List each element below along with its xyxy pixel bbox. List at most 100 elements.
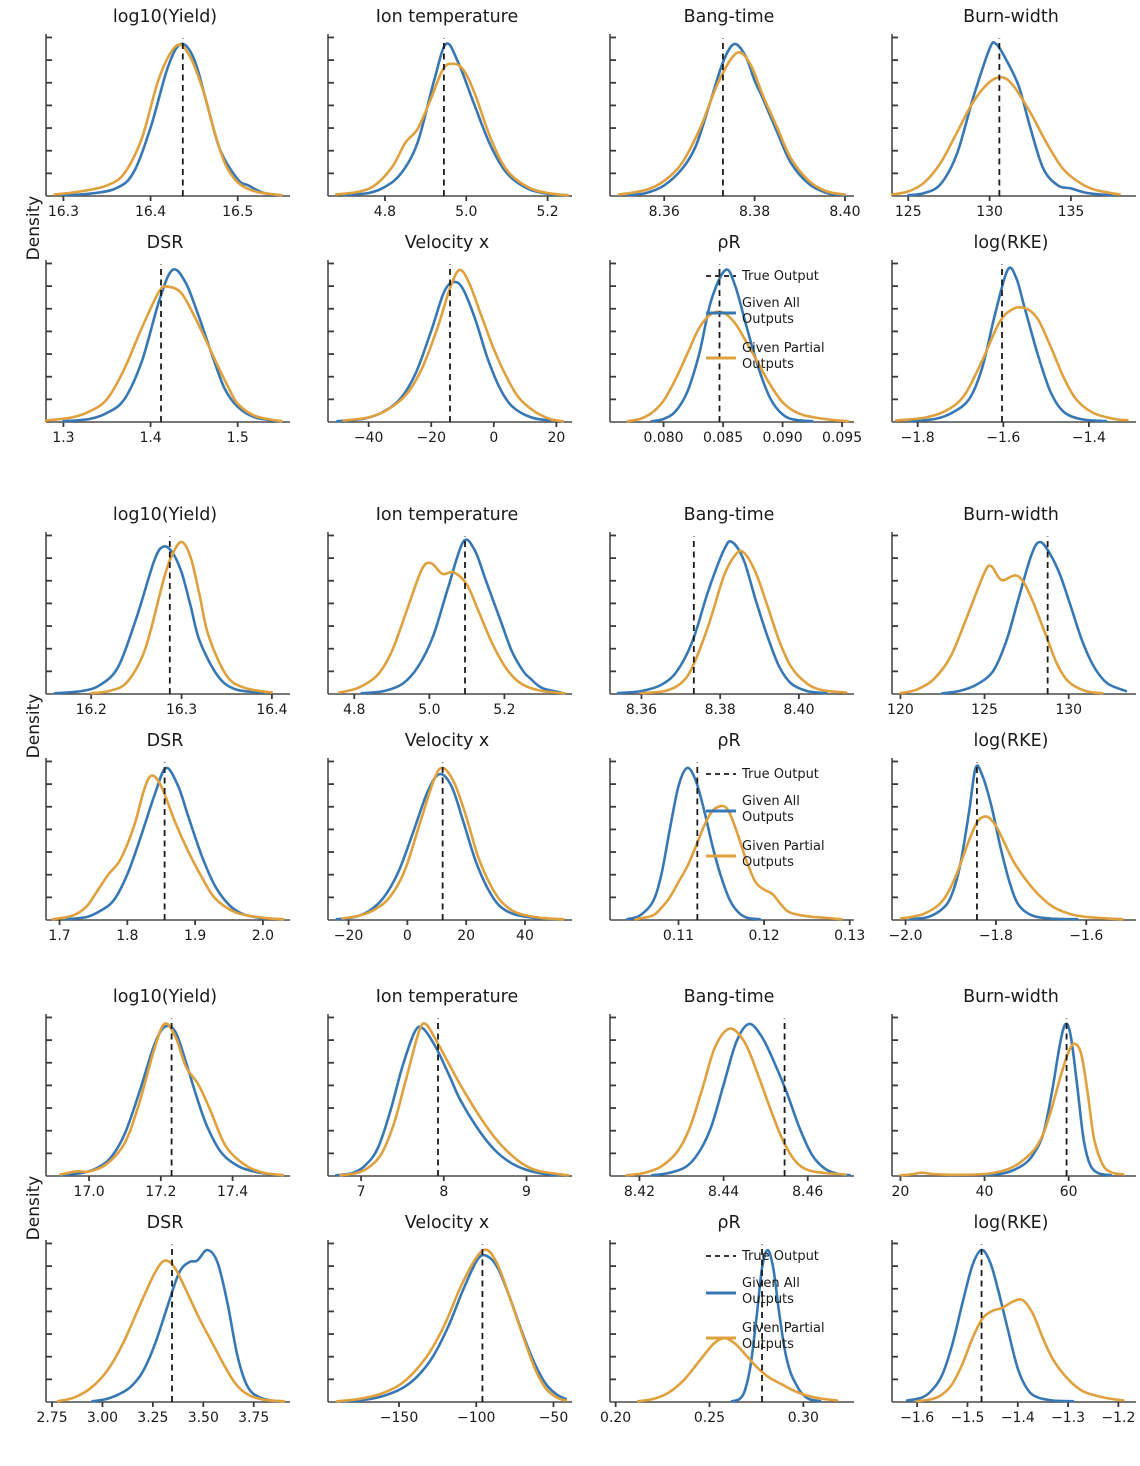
panel-title-log-rke: log(RKE) [973, 233, 1049, 253]
x-tick-label: 17.0 [73, 1184, 104, 1200]
panel-row-2: DSR 1.3 1.4 1.5 Velocity x −40 −20 0 20 ρR 0.080 0.… [36, 232, 1140, 450]
x-tick-label: 0.090 [763, 430, 803, 446]
x-tick-label: 8.40 [783, 702, 814, 718]
legend-label: True Output [741, 269, 819, 284]
x-tick-label: 2.75 [36, 1410, 67, 1426]
density-plot-velocity-x: −40 −20 0 20 [327, 260, 572, 446]
x-tick-label: 5.2 [536, 204, 558, 220]
x-tick-label: 2.0 [252, 928, 274, 944]
x-tick-label: 5.0 [418, 702, 440, 718]
y-axis-label-density: Density [24, 693, 44, 759]
panel-title-burn-width: Burn-width [963, 7, 1059, 27]
x-tick-label: 16.5 [222, 204, 253, 220]
x-tick-label: 1.3 [52, 430, 74, 446]
density-plot-log-rke: −1.8 −1.6 −1.4 [891, 260, 1136, 446]
x-tick-label: 0 [403, 928, 412, 944]
kde-curve-given-all-outputs [343, 42, 570, 197]
x-tick-label: 125 [971, 702, 998, 718]
kde-curve-given-partial-outputs [636, 1336, 839, 1403]
x-tick-label: 17.2 [145, 1184, 176, 1200]
panel-row-2: DSR 2.75 3.00 3.25 3.50 3.75 Velocity x −150 −10… [36, 1212, 1140, 1430]
kde-curve-given-partial-outputs [625, 1027, 847, 1177]
x-tick-label: 60 [1060, 1184, 1078, 1200]
x-tick-label: 0.080 [644, 430, 684, 446]
kde-curve-given-all-outputs [907, 40, 1113, 197]
legend-label: Given All [742, 1276, 800, 1291]
x-tick-label: 0.12 [749, 928, 780, 944]
panel-rho-r: ρR 0.20 0.25 0.30 True Output Given All Output… [600, 1212, 858, 1430]
x-tick-label: −20 [416, 430, 446, 446]
x-tick-label: 1.5 [227, 430, 249, 446]
panel-ion-temperature: Ion temperature 7 8 9 [318, 986, 576, 1204]
kde-curve-given-all-outputs [335, 1025, 561, 1177]
legend-label: Outputs [742, 1292, 794, 1307]
kde-curve-given-all-outputs [730, 1248, 822, 1403]
panel-bang-time: Bang-time 8.42 8.44 8.46 [600, 986, 858, 1204]
panel-title-burn-width: Burn-width [963, 987, 1059, 1007]
x-tick-label: 8.36 [649, 204, 680, 220]
panel-title-velocity-x: Velocity x [404, 731, 490, 751]
panel-dsr: DSR 1.7 1.8 1.9 2.0 [36, 730, 294, 948]
panel-rho-r: ρR 0.080 0.085 0.090 0.095 True Output Given A… [600, 232, 862, 450]
panel-velocity-x: Velocity x −20 0 20 40 [318, 730, 576, 948]
density-plot-ion-temperature: 4.8 5.0 5.2 [327, 34, 572, 220]
kde-curve-given-partial-outputs [342, 268, 564, 423]
legend-label: Given Partial [742, 839, 825, 854]
figure-group-3: Density log10(Yield) 17.0 17.2 17.4 Ion tempe… [0, 986, 1140, 1430]
density-plot-bang-time: 8.36 8.38 8.40 [609, 34, 861, 220]
panel-burn-width: Burn-width 120 125 130 [882, 504, 1140, 722]
kde-curve-given-partial-outputs [626, 310, 850, 423]
density-plot-log-rke: −2.0 −1.8 −1.6 [889, 758, 1136, 944]
panel-title-ion-temperature: Ion temperature [375, 987, 519, 1007]
x-tick-label: 20 [891, 1184, 909, 1200]
panel-log-rke: log(RKE) −1.8 −1.6 −1.4 [882, 232, 1140, 450]
x-tick-label: −1.3 [1051, 1410, 1085, 1426]
y-axis-label-density: Density [24, 1175, 44, 1241]
panel-title-ion-temperature: Ion temperature [375, 505, 519, 525]
panel-burn-width: Burn-width 20 40 60 [882, 986, 1140, 1204]
kde-curve-given-partial-outputs [617, 51, 847, 196]
x-tick-label: −1.8 [901, 430, 935, 446]
density-plot-log-rke: −1.6 −1.5 −1.4 −1.3 −1.2 [891, 1240, 1136, 1426]
density-plot-log10-yield: 16.3 16.4 16.5 [45, 34, 290, 220]
x-tick-label: 3.25 [137, 1410, 168, 1426]
x-tick-label: 8.40 [829, 204, 860, 220]
density-plot-burn-width: 120 125 130 [887, 532, 1136, 718]
x-tick-label: 20 [457, 928, 475, 944]
kde-curve-given-all-outputs [650, 1022, 852, 1177]
kde-curve-given-all-outputs [336, 280, 552, 423]
x-tick-label: 16.2 [76, 702, 107, 718]
x-tick-label: 40 [976, 1184, 994, 1200]
kde-curve-given-partial-outputs [334, 62, 570, 197]
x-tick-label: 0.30 [788, 1410, 819, 1426]
panel-title-dsr: DSR [146, 731, 184, 751]
x-tick-label: 16.3 [166, 702, 197, 718]
x-tick-label: −100 [457, 1410, 495, 1426]
panel-title-bang-time: Bang-time [683, 505, 775, 525]
x-tick-label: 0 [489, 430, 498, 446]
panel-velocity-x: Velocity x −150 −100 −50 [318, 1212, 576, 1430]
legend-label: Outputs [742, 1337, 794, 1352]
panel-title-dsr: DSR [146, 233, 184, 253]
kde-curve-given-partial-outputs [341, 766, 565, 921]
panel-title-rho-r: ρR [717, 1213, 741, 1233]
panel-title-ion-temperature: Ion temperature [375, 7, 519, 27]
x-tick-label: 16.4 [135, 204, 166, 220]
panel-ion-temperature: Ion temperature 4.8 5.0 5.2 [318, 6, 576, 224]
kde-curve-given-all-outputs [626, 42, 847, 197]
x-tick-label: 17.4 [217, 1184, 248, 1200]
kde-curve-given-partial-outputs [51, 774, 285, 921]
kde-curve-given-all-outputs [625, 766, 762, 921]
panel-title-rho-r: ρR [717, 731, 741, 751]
legend-label: Given All [742, 296, 800, 311]
panel-title-log10-yield: log10(Yield) [112, 7, 218, 27]
kde-curve-given-all-outputs [908, 764, 1079, 921]
legend-label: Given All [742, 794, 800, 809]
x-tick-label: 16.3 [48, 204, 79, 220]
kde-curve-given-all-outputs [62, 268, 283, 423]
x-tick-label: 5.0 [455, 204, 477, 220]
kde-curve-given-partial-outputs [895, 305, 1129, 422]
